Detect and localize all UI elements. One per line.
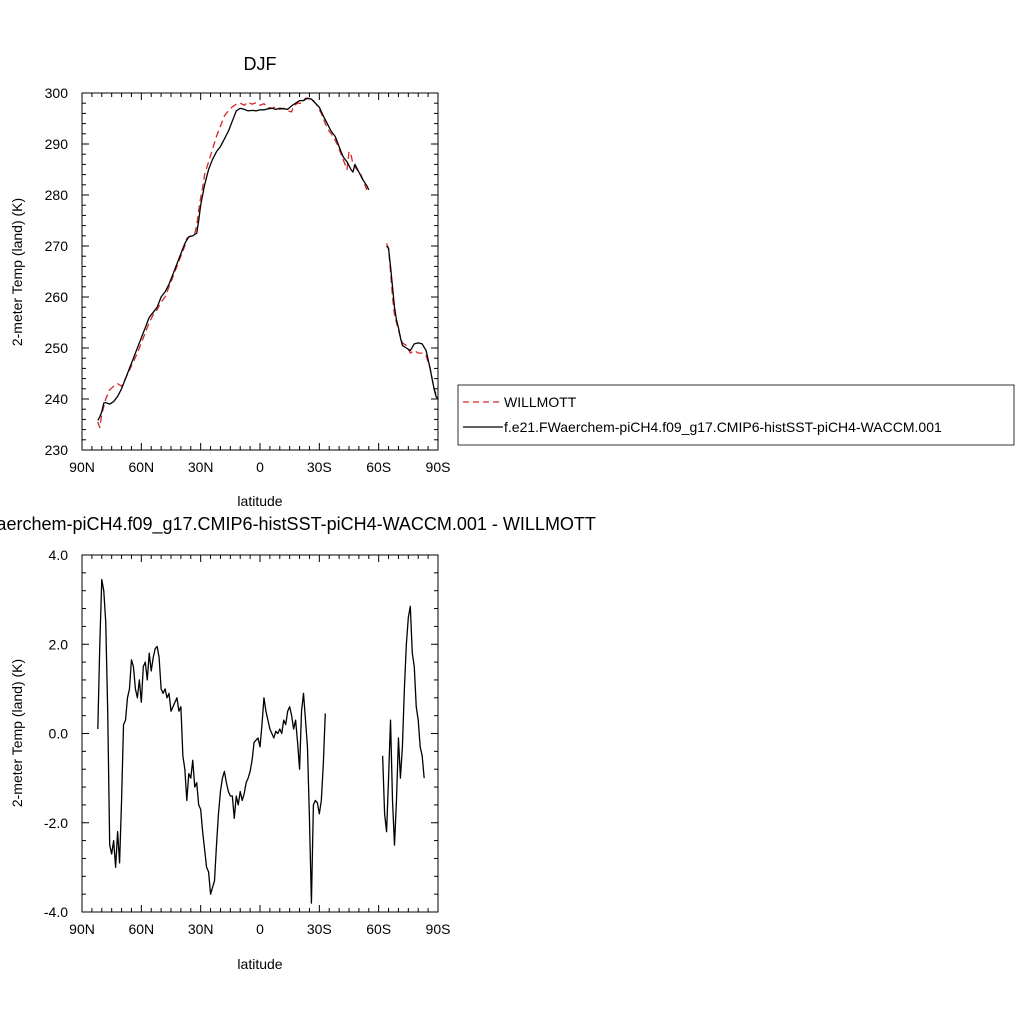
bottom-x-tick-label: 0 — [256, 921, 264, 937]
bottom-x-tick-label: 30S — [307, 921, 332, 937]
top-y-tick-label: 230 — [45, 442, 69, 458]
bottom-series-group — [97, 578, 425, 904]
bottom-chart-title: f.e21.FWaerchem-piCH4.f09_g17.CMIP6-hist… — [0, 514, 596, 535]
top-y-tick-label: 240 — [45, 391, 69, 407]
bottom-x-tick-label: 90N — [69, 921, 95, 937]
bottom-x-axis-label: latitude — [237, 956, 282, 972]
top-y-tick-label: 260 — [45, 289, 69, 305]
top-y-tick-label: 250 — [45, 340, 69, 356]
top-x-tick-label: 30N — [188, 459, 214, 475]
bottom-y-tick-label: -2.0 — [44, 815, 68, 831]
top-series-1-line-1 — [386, 245, 439, 400]
top-series-0-line-0 — [97, 97, 368, 429]
bottom-x-tick-label: 60S — [366, 921, 391, 937]
top-ticks — [81, 92, 439, 451]
top-chart-title: DJF — [244, 54, 277, 74]
bottom-panel: f.e21.FWaerchem-piCH4.f09_g17.CMIP6-hist… — [0, 514, 596, 972]
top-y-tick-label: 300 — [45, 85, 69, 101]
legend-box — [457, 384, 1015, 446]
top-x-tick-label: 60S — [366, 459, 391, 475]
top-series-1-line-0 — [97, 97, 370, 421]
bottom-plot-area: 90N 60N 30N 0 30S 60S 90S -4.0 -2.0 0.0 2.0 4.0 — [44, 547, 451, 937]
legend-label-willmott: WILLMOTT — [504, 394, 577, 410]
top-x-tick-label: 90S — [426, 459, 451, 475]
bottom-series-0-line-1 — [381, 605, 425, 846]
top-x-tick-label: 0 — [256, 459, 264, 475]
bottom-x-tick-label: 90S — [426, 921, 451, 937]
top-x-tick-label: 90N — [69, 459, 95, 475]
bottom-y-tick-label: -4.0 — [44, 904, 68, 920]
bottom-series-0-line-0 — [97, 578, 326, 904]
legend: WILLMOTT f.e21.FWaerchem-piCH4.f09_g17.C… — [457, 384, 1015, 446]
bottom-y-tick-label: 2.0 — [49, 636, 69, 652]
bottom-ticks — [81, 554, 439, 913]
top-series-group — [97, 97, 439, 429]
top-series-0-line-1 — [385, 243, 439, 400]
top-y-tick-label: 270 — [45, 238, 69, 254]
bottom-y-tick-label: 4.0 — [49, 547, 69, 563]
top-x-axis-label: latitude — [237, 493, 282, 509]
bottom-y-tick-label: 0.0 — [49, 726, 69, 742]
bottom-plot-frame — [81, 554, 439, 913]
bottom-x-tick-label: 30N — [188, 921, 214, 937]
top-y-axis-label: 2-meter Temp (land) (K) — [9, 198, 25, 346]
top-plot-area: 90N 60N 30N 0 30S 60S 90S 230 240 250 260 270 280 290… — [45, 85, 451, 475]
bottom-y-axis-label: 2-meter Temp (land) (K) — [9, 659, 25, 807]
bottom-x-tick-label: 60N — [128, 921, 154, 937]
top-panel: DJF 90N 60N 30N 0 30S 60S 90S 230 240 250 260 270 28… — [9, 54, 450, 509]
top-plot-frame — [81, 92, 439, 451]
top-x-tick-label: 60N — [128, 459, 154, 475]
legend-label-model: f.e21.FWaerchem-piCH4.f09_g17.CMIP6-hist… — [504, 419, 942, 435]
top-x-tick-label: 30S — [307, 459, 332, 475]
top-y-tick-label: 280 — [45, 187, 69, 203]
top-y-tick-label: 290 — [45, 136, 69, 152]
